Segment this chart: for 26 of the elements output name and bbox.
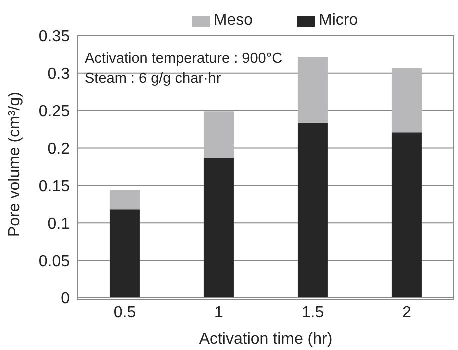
legend-label: Micro — [319, 12, 358, 30]
annotation: Steam : 6 g/g char·hr — [85, 71, 222, 87]
y-axis-title: Pore volume (cm³/g) — [6, 92, 24, 237]
x-tick-label: 2 — [402, 304, 412, 322]
y-tick-label: 0 — [61, 290, 70, 308]
legend-label: Meso — [214, 12, 253, 30]
bar — [298, 56, 328, 123]
x-tick-label: 1 — [214, 304, 224, 322]
bar — [204, 158, 234, 298]
bar — [392, 132, 422, 298]
x-tick-label: 1.5 — [302, 304, 324, 322]
y-tick-label: 0.15 — [38, 178, 70, 196]
bar — [110, 190, 140, 210]
bar — [392, 68, 422, 133]
bar — [110, 210, 140, 298]
bar — [298, 122, 328, 298]
annotation: Activation temperature : 900°C — [85, 51, 283, 67]
bar — [204, 112, 234, 158]
x-tick-label: 0.5 — [114, 304, 136, 322]
y-tick-label: 0.2 — [48, 140, 70, 158]
y-tick-label: 0.35 — [38, 28, 70, 46]
y-tick-label: 0.25 — [38, 104, 70, 121]
y-tick-label: 0.3 — [48, 66, 70, 84]
y-tick-label: 0.05 — [38, 253, 70, 270]
x-axis-title: Activation time (hr) — [199, 331, 333, 348]
y-tick-label: 0.1 — [48, 216, 70, 233]
